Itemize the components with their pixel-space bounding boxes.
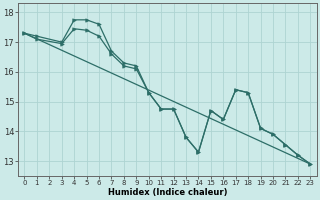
X-axis label: Humidex (Indice chaleur): Humidex (Indice chaleur)	[108, 188, 227, 197]
